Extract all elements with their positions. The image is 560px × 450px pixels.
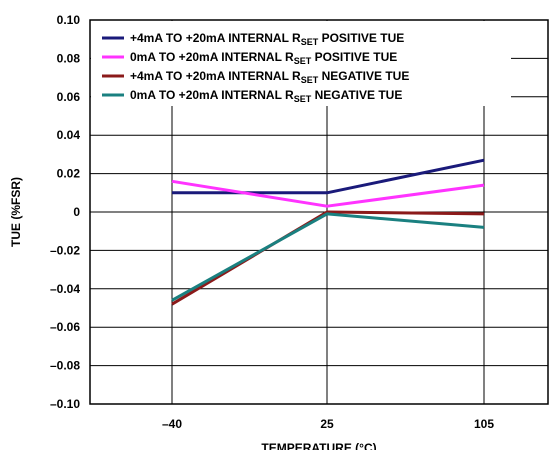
y-tick-label: –0.02 xyxy=(50,243,80,257)
series-line-4 xyxy=(171,212,485,302)
y-tick-label: –0.10 xyxy=(50,397,80,411)
series-line-2 xyxy=(171,179,485,208)
x-tick-label: –40 xyxy=(162,417,182,431)
series-line-1 xyxy=(172,158,485,195)
y-tick-label: 0.04 xyxy=(57,128,81,142)
y-tick-label: 0.10 xyxy=(57,13,81,27)
y-axis-label: TUE (%FSR) xyxy=(9,177,23,247)
legend-label-4: 0mA TO +20mA INTERNAL RSET NEGATIVE TUE xyxy=(130,88,402,104)
y-tick-label: –0.08 xyxy=(50,359,80,373)
x-axis-ticks: –40 25 105 xyxy=(162,417,494,431)
legend-label-1: +4mA TO +20mA INTERNAL RSET POSITIVE TUE xyxy=(130,31,404,47)
y-tick-label: 0.02 xyxy=(57,167,81,181)
y-axis-ticks: 0.10 0.08 0.06 0.04 0.02 0 –0.02 –0.04 –0.06 –0.0… xyxy=(50,13,80,411)
legend-label-3: +4mA TO +20mA INTERNAL RSET NEGATIVE TUE xyxy=(130,69,409,85)
y-tick-label: –0.06 xyxy=(50,320,80,334)
x-axis-label: TEMPERATURE (°C) xyxy=(261,441,376,450)
x-tick-label: 25 xyxy=(320,417,334,431)
series-line-3 xyxy=(171,210,485,306)
plot-frame xyxy=(89,19,549,405)
x-tick-label: 105 xyxy=(474,417,494,431)
y-tick-label: 0.08 xyxy=(57,51,81,65)
legend: +4mA TO +20mA INTERNAL RSET POSITIVE TUE… xyxy=(102,31,409,104)
y-tick-label: –0.04 xyxy=(50,282,80,296)
y-tick-label: 0.06 xyxy=(57,90,81,104)
y-tick-label: 0 xyxy=(73,205,80,219)
series-lines xyxy=(171,158,485,306)
legend-box xyxy=(91,21,511,106)
legend-label-2: 0mA TO +20mA INTERNAL RSET POSITIVE TUE xyxy=(130,50,397,66)
